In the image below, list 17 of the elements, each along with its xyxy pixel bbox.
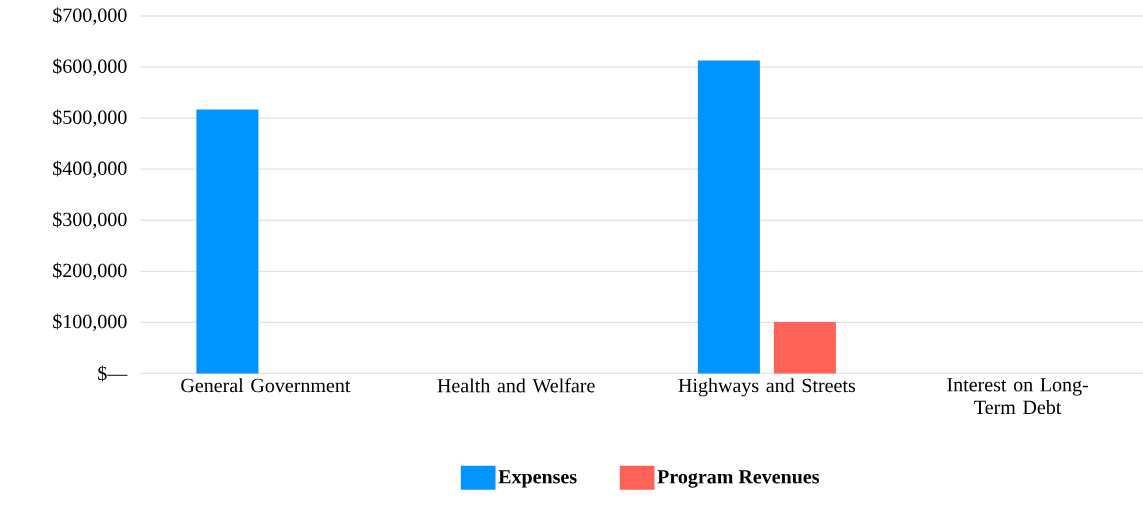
bar bbox=[773, 321, 836, 374]
x-tick-label: General Government bbox=[181, 378, 351, 393]
y-tick-label: $100,000 bbox=[53, 313, 127, 332]
bar bbox=[697, 60, 760, 374]
bar bbox=[196, 109, 259, 374]
y-tick-label: $700,000 bbox=[53, 7, 127, 25]
y-tick-label: $200,000 bbox=[53, 262, 127, 281]
y-tick-label: $500,000 bbox=[53, 109, 127, 127]
y-tick-label: $300,000 bbox=[53, 211, 127, 229]
y-tick-label: $400,000 bbox=[53, 160, 127, 178]
legend-label: Expenses bbox=[498, 470, 577, 488]
x-tick-label: Interest on Long-Term Debt bbox=[947, 378, 1089, 415]
y-tick-label: $— bbox=[98, 365, 128, 382]
legend-label: Program Revenues bbox=[657, 470, 820, 488]
y-tick-label: $600,000 bbox=[53, 58, 127, 76]
x-tick-label: Highways and Streets bbox=[678, 378, 856, 397]
x-tick-label: Health and Welfare bbox=[437, 378, 595, 393]
